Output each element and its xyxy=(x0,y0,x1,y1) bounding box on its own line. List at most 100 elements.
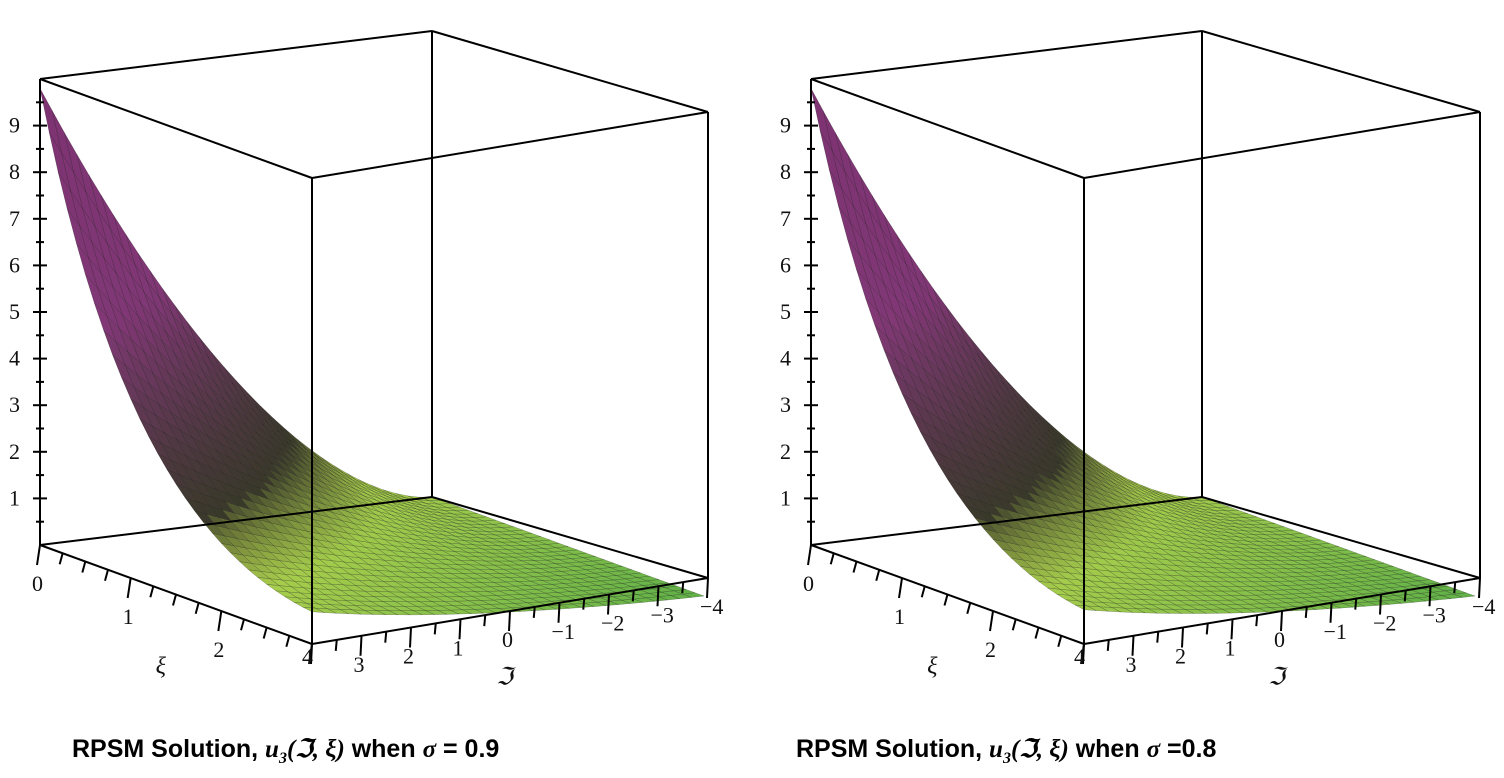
box-edge-bottom-back xyxy=(810,496,1203,546)
caption-value: = 0.9 xyxy=(436,735,500,763)
im-tick xyxy=(1379,594,1382,615)
xi-tick xyxy=(172,594,177,606)
im-tick xyxy=(582,598,586,610)
xi-tick-label: 2 xyxy=(213,637,224,662)
z-tick-label: 1 xyxy=(780,485,791,510)
box-edge-top-left xyxy=(39,30,433,80)
xi-tick xyxy=(58,552,64,565)
im-tick-label: −4 xyxy=(1472,594,1495,619)
im-axis-label: ℑ xyxy=(496,664,517,690)
caption-value: =0.8 xyxy=(1160,735,1217,763)
im-tick xyxy=(458,619,462,640)
im-axis: 4 3 2 1 0 −1 −2 −3 −4 ℑ xyxy=(1074,577,1495,690)
caption-right: RPSM Solution, u3(ℑ, ξ) when σ =0.8 xyxy=(796,734,1216,768)
im-tick xyxy=(557,602,561,623)
im-tick xyxy=(409,627,412,648)
z-tick-label: 1 xyxy=(9,485,20,510)
xi-axis: 0 1 2 ξ xyxy=(32,544,313,680)
im-tick xyxy=(1082,643,1085,665)
z-tick-label: 6 xyxy=(780,252,791,277)
xi-tick xyxy=(943,594,949,606)
im-tick-label: −2 xyxy=(1373,611,1396,636)
box-edge-top-right xyxy=(1083,111,1481,179)
box-edge-top-front xyxy=(810,78,1085,179)
im-tick xyxy=(1106,639,1110,651)
im-axis-label: ℑ xyxy=(1268,664,1289,690)
z-tick-label: 4 xyxy=(780,346,791,371)
im-tick-label: −1 xyxy=(1324,619,1347,644)
caption-function: u3(ℑ, ξ) xyxy=(265,736,345,767)
xi-tick xyxy=(194,602,200,615)
chart-panel-right: 1 2 3 4 5 6 7 8 9 0 1 2 ξ 4 3 2 1 0 −1 −2 −3 −4 ℑ RPSM Solutio… xyxy=(752,0,1504,778)
z-tick-label: 8 xyxy=(9,159,20,184)
z-axis: 1 2 3 4 5 6 7 8 9 xyxy=(780,101,818,523)
box-edge-bottom-right-back xyxy=(1201,496,1481,579)
xi-tick xyxy=(1011,618,1017,631)
xi-tick xyxy=(1057,635,1063,648)
im-tick xyxy=(1403,590,1407,602)
xi-tick xyxy=(852,561,858,573)
im-tick xyxy=(1453,582,1457,594)
im-tick xyxy=(1280,610,1283,632)
im-tick xyxy=(1230,619,1234,640)
xi-tick xyxy=(875,569,881,582)
xi-tick xyxy=(240,618,245,631)
im-tick-label: 4 xyxy=(1074,644,1085,669)
im-tick xyxy=(1181,627,1184,648)
z-tick-label: 5 xyxy=(9,299,20,324)
z-tick-label: 2 xyxy=(9,439,20,464)
caption-condition: when xyxy=(344,735,423,763)
im-tick xyxy=(656,586,660,607)
im-tick-label: 2 xyxy=(1175,644,1186,669)
z-tick-label: 3 xyxy=(780,392,791,417)
xi-tick xyxy=(829,552,835,565)
z-tick-label: 5 xyxy=(780,299,791,324)
xi-axis-label: ξ xyxy=(927,654,938,680)
xi-tick xyxy=(920,585,926,598)
z-tick-label: 3 xyxy=(9,392,20,417)
chart-panel-left: 1 2 3 4 5 6 7 8 9 0 1 2 ξ 4 3 2 1 0 −1 −2 −3 −4 ℑ RPSM Solutio… xyxy=(9,30,723,767)
im-axis: 4 3 2 1 0 −1 −2 −3 −4 ℑ xyxy=(302,577,723,690)
im-tick xyxy=(1304,606,1308,618)
xi-tick xyxy=(36,544,41,566)
im-tick-label: 2 xyxy=(403,644,414,669)
surface-plot-right: 1 2 3 4 5 6 7 8 9 0 1 2 ξ 4 3 2 1 0 −1 −2 −3 −4 ℑ xyxy=(780,30,1495,690)
box-edge-bottom-back xyxy=(39,496,433,546)
xi-tick xyxy=(217,610,223,632)
im-tick-label: 4 xyxy=(302,644,313,669)
box-edge-top-left xyxy=(810,30,1203,80)
im-tick-label: 1 xyxy=(453,635,464,660)
xi-tick xyxy=(149,585,155,598)
im-tick xyxy=(384,631,388,643)
box-edge-top-front xyxy=(39,78,313,179)
caption-prefix: RPSM Solution, xyxy=(72,735,266,763)
xi-tick xyxy=(285,635,291,648)
xi-tick xyxy=(81,561,87,573)
xi-tick xyxy=(104,569,109,582)
im-tick-label: 0 xyxy=(502,627,513,652)
im-tick-label: −1 xyxy=(552,619,575,644)
im-tick-label: −2 xyxy=(601,611,624,636)
caption-condition: when xyxy=(1068,735,1147,763)
im-tick xyxy=(1205,623,1209,635)
xi-tick xyxy=(262,627,268,639)
im-tick xyxy=(1255,615,1259,627)
z-tick-label: 7 xyxy=(780,206,791,231)
z-tick-label: 8 xyxy=(780,159,791,184)
im-tick xyxy=(359,635,363,656)
xi-tick-label: 0 xyxy=(803,571,814,596)
xi-axis-label: ξ xyxy=(156,654,167,680)
xi-tick-label: 2 xyxy=(985,637,996,662)
im-tick xyxy=(532,606,536,618)
im-tick xyxy=(607,594,610,615)
im-tick xyxy=(681,582,685,594)
im-tick xyxy=(1354,598,1358,610)
caption-prefix: RPSM Solution, xyxy=(796,735,990,763)
im-tick-label: 3 xyxy=(1126,652,1137,677)
xi-tick xyxy=(989,610,994,632)
im-tick-label: 3 xyxy=(354,652,365,677)
xi-tick-label: 1 xyxy=(894,604,905,629)
im-tick-label: −3 xyxy=(1423,602,1446,627)
box-edge-top-back xyxy=(431,30,709,113)
xi-tick xyxy=(966,602,972,615)
